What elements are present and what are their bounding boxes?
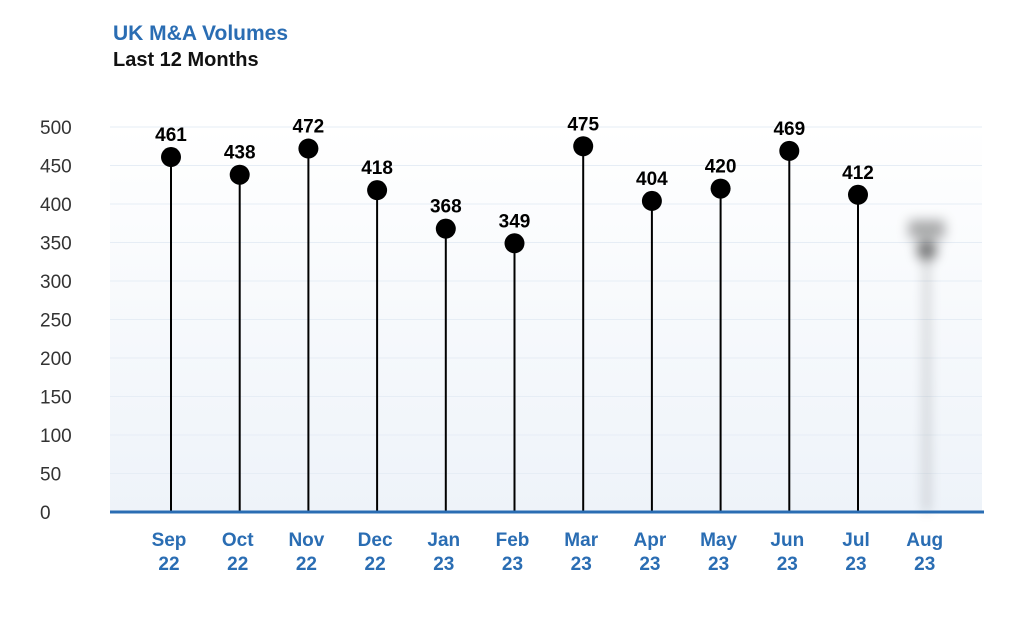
lollipop-dot	[916, 240, 937, 261]
x-tick-label-month: Dec	[358, 530, 393, 551]
lollipop	[435, 218, 456, 512]
y-tick-label: 500	[40, 118, 72, 139]
blurred-label	[908, 220, 945, 239]
x-tick-label-year: 23	[708, 554, 729, 575]
y-tick-label: 0	[40, 503, 51, 524]
x-tick-label-month: Apr	[634, 530, 667, 551]
data-label: 368	[430, 197, 462, 218]
x-tick-label-month: Aug	[906, 530, 943, 551]
data-label: 418	[361, 158, 393, 179]
x-tick-label-month: May	[700, 530, 737, 551]
data-label: 472	[293, 117, 325, 138]
lollipop	[710, 178, 731, 512]
lollipop	[367, 180, 388, 512]
lollipop-dot	[779, 140, 800, 161]
y-tick-label: 250	[40, 311, 72, 332]
lollipop-dot	[641, 190, 662, 211]
y-tick-label: 50	[40, 465, 61, 486]
x-tick-label-month: Oct	[222, 530, 254, 551]
x-tick-label-year: 23	[845, 554, 866, 575]
lollipop	[161, 147, 181, 512]
lollipop	[573, 136, 594, 512]
lollipop	[298, 138, 319, 512]
x-tick-label-month: Nov	[288, 530, 324, 551]
x-tick-label-month: Jul	[842, 530, 869, 551]
y-tick-label: 200	[40, 349, 72, 370]
data-label: 412	[842, 163, 874, 184]
x-tick-label-year: 23	[914, 554, 935, 575]
y-tick-label: 400	[40, 195, 72, 216]
lollipop-dot	[710, 178, 731, 199]
y-tick-label: 350	[40, 234, 72, 255]
x-tick-label-month: Sep	[152, 530, 187, 551]
x-tick-label-year: 23	[502, 554, 523, 575]
data-label: 438	[224, 143, 256, 164]
lollipop-dot	[573, 136, 594, 157]
chart-subtitle: Last 12 Months	[113, 49, 259, 71]
x-tick-label-month: Jun	[770, 530, 804, 551]
x-tick-label-year: 22	[365, 554, 386, 575]
lollipop-dot	[435, 218, 456, 239]
lollipop-dot	[161, 147, 181, 168]
chart-title: UK M&A Volumes	[113, 22, 289, 45]
y-tick-label: 300	[40, 272, 72, 293]
x-tick-label-year: 22	[158, 554, 179, 575]
x-tick-label-year: 22	[227, 554, 248, 575]
lollipop	[504, 233, 525, 512]
x-tick-label-month: Jan	[427, 530, 460, 551]
y-tick-label: 450	[40, 157, 72, 178]
lollipop-dot	[298, 138, 319, 159]
x-tick-label-year: 23	[777, 554, 798, 575]
lollipop-dot	[848, 184, 868, 205]
y-tick-label: 100	[40, 426, 72, 447]
data-label: 461	[155, 125, 187, 146]
data-label: 420	[705, 157, 737, 178]
x-tick-label-year: 23	[571, 554, 592, 575]
data-label: 475	[567, 114, 599, 135]
x-tick-label-year: 23	[639, 554, 660, 575]
lollipop-dot	[504, 233, 525, 254]
lollipop-blurred	[908, 220, 945, 512]
x-tick-label-month: Feb	[496, 530, 530, 551]
data-label: 349	[499, 211, 531, 232]
x-tick-label-year: 23	[433, 554, 454, 575]
lollipop-dot	[229, 164, 250, 185]
lollipop-dot	[367, 180, 388, 201]
lollipop	[641, 190, 662, 512]
lollipop	[779, 140, 800, 512]
lollipop	[229, 164, 250, 512]
x-tick-label-year: 22	[296, 554, 317, 575]
x-tick-label-month: Mar	[564, 530, 598, 551]
lollipop	[848, 184, 868, 512]
y-tick-label: 150	[40, 388, 72, 409]
data-label: 404	[636, 169, 668, 190]
data-label: 469	[773, 119, 805, 140]
